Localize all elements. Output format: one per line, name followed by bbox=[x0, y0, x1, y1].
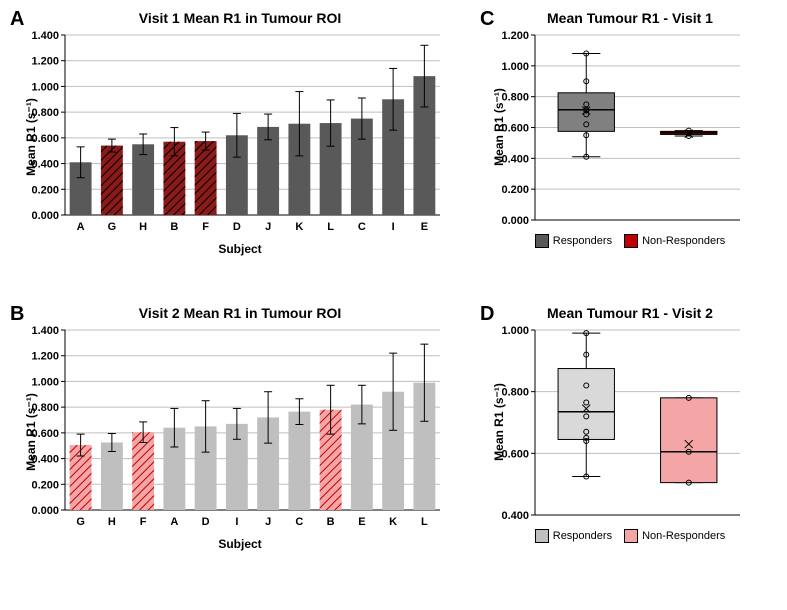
svg-text:J: J bbox=[265, 221, 271, 233]
svg-text:B: B bbox=[170, 221, 178, 233]
xlabel-B: Subject bbox=[10, 537, 470, 551]
boxplot-D: 0.4000.6000.8001.000 bbox=[480, 325, 750, 525]
svg-text:1.400: 1.400 bbox=[31, 30, 59, 42]
ylabel-B: Mean R1 (s⁻¹) bbox=[24, 393, 38, 471]
svg-text:0.000: 0.000 bbox=[31, 210, 59, 222]
legend-C: Responders Non-Responders bbox=[480, 234, 780, 248]
svg-text:E: E bbox=[358, 516, 365, 528]
svg-text:0.200: 0.200 bbox=[31, 479, 59, 491]
boxplot-C: 0.0000.2000.4000.6000.8001.0001.200 bbox=[480, 30, 750, 230]
legend-D: Responders Non-Responders bbox=[480, 529, 780, 543]
panel-label-C: C bbox=[480, 8, 494, 31]
ylabel-A: Mean R1 (s⁻¹) bbox=[24, 98, 38, 176]
xlabel-A: Subject bbox=[10, 242, 470, 256]
svg-text:I: I bbox=[235, 516, 238, 528]
svg-text:D: D bbox=[202, 516, 210, 528]
svg-text:1.000: 1.000 bbox=[501, 325, 529, 337]
figure-grid: A Visit 1 Mean R1 in Tumour ROI Mean R1 … bbox=[10, 10, 777, 590]
svg-text:B: B bbox=[327, 516, 335, 528]
svg-text:1.200: 1.200 bbox=[501, 30, 529, 42]
svg-text:0.000: 0.000 bbox=[501, 215, 529, 227]
svg-text:0.000: 0.000 bbox=[31, 505, 59, 517]
svg-text:I: I bbox=[392, 221, 395, 233]
svg-text:0.200: 0.200 bbox=[31, 184, 59, 196]
svg-text:A: A bbox=[170, 516, 178, 528]
barchart-B: 0.0000.2000.4000.6000.8001.0001.2001.400… bbox=[10, 325, 450, 535]
title-D: Mean Tumour R1 - Visit 2 bbox=[480, 305, 780, 321]
ylabel-C: Mean R1 (s⁻¹) bbox=[492, 88, 506, 166]
svg-text:1.000: 1.000 bbox=[501, 61, 529, 73]
svg-text:1.000: 1.000 bbox=[31, 81, 59, 93]
svg-text:H: H bbox=[108, 516, 116, 528]
svg-text:0.400: 0.400 bbox=[501, 510, 529, 522]
panel-label-A: A bbox=[10, 8, 24, 31]
svg-text:G: G bbox=[108, 221, 117, 233]
svg-text:K: K bbox=[295, 221, 303, 233]
svg-text:A: A bbox=[77, 221, 85, 233]
title-A: Visit 1 Mean R1 in Tumour ROI bbox=[10, 10, 470, 26]
panel-D: D Mean Tumour R1 - Visit 2 Mean R1 (s⁻¹)… bbox=[480, 305, 780, 590]
panel-B: B Visit 2 Mean R1 in Tumour ROI Mean R1 … bbox=[10, 305, 470, 590]
svg-text:1.200: 1.200 bbox=[31, 351, 59, 363]
panel-label-D: D bbox=[480, 303, 494, 326]
svg-text:K: K bbox=[389, 516, 397, 528]
svg-text:D: D bbox=[233, 221, 241, 233]
svg-text:H: H bbox=[139, 221, 147, 233]
svg-text:F: F bbox=[140, 516, 147, 528]
ylabel-D: Mean R1 (s⁻¹) bbox=[492, 383, 506, 461]
svg-text:G: G bbox=[76, 516, 85, 528]
panel-label-B: B bbox=[10, 303, 24, 326]
svg-text:1.200: 1.200 bbox=[31, 56, 59, 68]
svg-text:0.200: 0.200 bbox=[501, 184, 529, 196]
title-B: Visit 2 Mean R1 in Tumour ROI bbox=[10, 305, 470, 321]
svg-text:1.000: 1.000 bbox=[31, 376, 59, 388]
svg-text:C: C bbox=[358, 221, 366, 233]
barchart-A: 0.0000.2000.4000.6000.8001.0001.2001.400… bbox=[10, 30, 450, 240]
panel-C: C Mean Tumour R1 - Visit 1 Mean R1 (s⁻¹)… bbox=[480, 10, 780, 295]
svg-text:1.400: 1.400 bbox=[31, 325, 59, 337]
svg-text:F: F bbox=[202, 221, 209, 233]
svg-text:L: L bbox=[327, 221, 334, 233]
svg-text:E: E bbox=[421, 221, 428, 233]
svg-text:J: J bbox=[265, 516, 271, 528]
title-C: Mean Tumour R1 - Visit 1 bbox=[480, 10, 780, 26]
panel-A: A Visit 1 Mean R1 in Tumour ROI Mean R1 … bbox=[10, 10, 470, 295]
svg-text:L: L bbox=[421, 516, 428, 528]
svg-text:C: C bbox=[295, 516, 303, 528]
